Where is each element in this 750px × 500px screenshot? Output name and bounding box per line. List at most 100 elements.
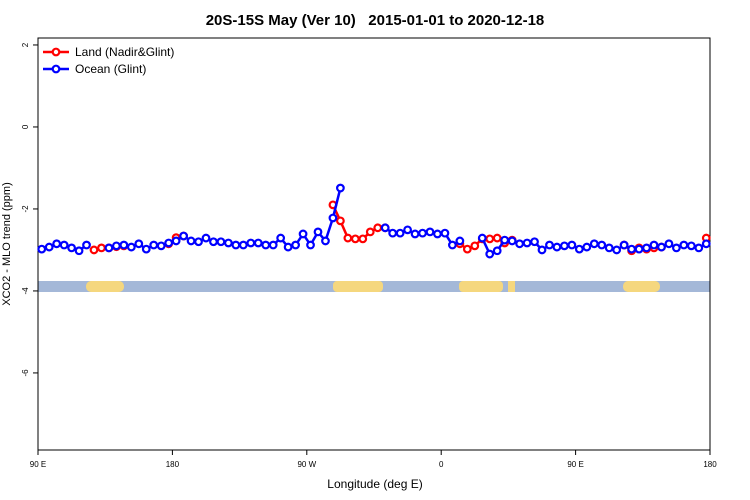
data-point	[604, 243, 614, 253]
data-point	[283, 242, 293, 252]
y-tick-label: 2	[21, 42, 30, 47]
data-point	[455, 236, 465, 246]
data-point	[701, 239, 711, 249]
land-mask	[38, 281, 710, 292]
data-point	[582, 242, 592, 252]
data-point	[365, 227, 375, 237]
data-point	[410, 229, 420, 239]
data-point	[462, 244, 472, 254]
x-tick-label: 180	[166, 460, 180, 469]
data-point	[619, 240, 629, 250]
y-axis-label: XCO2 - MLO trend (ppm)	[1, 182, 13, 305]
data-point	[141, 244, 151, 254]
data-point	[111, 241, 121, 251]
land-patch	[623, 281, 660, 292]
data-point	[530, 237, 539, 247]
data-point	[545, 240, 554, 250]
data-point	[291, 240, 301, 250]
data-point	[664, 239, 674, 249]
x-axis-label: Longitude (deg E)	[327, 477, 422, 491]
data-point	[89, 245, 99, 255]
data-point	[261, 240, 271, 250]
data-point	[642, 243, 651, 253]
data-point	[380, 223, 390, 233]
x-tick-label: 90 E	[567, 460, 583, 469]
data-point	[201, 233, 211, 243]
data-point	[164, 238, 174, 248]
data-point	[276, 233, 286, 243]
data-point	[82, 240, 91, 250]
data-point	[507, 236, 517, 246]
y-tick-label: 0	[21, 124, 30, 129]
data-point	[358, 234, 368, 244]
data-point	[649, 240, 659, 250]
data-point	[186, 236, 196, 246]
data-point	[388, 228, 398, 238]
data-point	[52, 239, 62, 249]
data-point	[440, 228, 450, 238]
data-point	[321, 236, 330, 246]
data-point	[627, 244, 636, 254]
data-point	[67, 243, 76, 253]
chart-title: 20S-15S May (Ver 10) 2015-01-01 to 2020-…	[206, 12, 545, 29]
x-tick-label: 90 E	[30, 460, 46, 469]
data-point	[574, 244, 584, 254]
data-point	[238, 240, 248, 250]
data-point	[149, 240, 159, 250]
data-point	[492, 246, 502, 256]
legend-marker	[51, 64, 61, 74]
data-point	[492, 233, 502, 243]
data-point	[231, 240, 241, 250]
legend-label: Land (Nadir&Glint)	[75, 45, 174, 59]
data-point	[223, 238, 233, 248]
data-point	[134, 239, 144, 249]
data-point	[612, 245, 622, 255]
data-point	[395, 228, 405, 238]
data-point	[97, 243, 106, 253]
data-point	[418, 228, 427, 238]
data-point	[485, 249, 495, 259]
data-point	[589, 239, 599, 249]
data-point	[425, 227, 435, 237]
data-point	[119, 240, 129, 250]
data-point	[104, 243, 114, 253]
data-point	[328, 213, 338, 223]
data-point	[306, 240, 315, 250]
series	[37, 183, 711, 259]
y-tick-label: -4	[21, 287, 30, 295]
x-tick-label: 0	[439, 460, 444, 469]
data-point	[560, 241, 569, 251]
data-point	[59, 240, 69, 250]
data-point	[672, 243, 681, 253]
data-point	[522, 238, 532, 248]
land-patch	[86, 281, 124, 292]
data-point	[253, 238, 263, 248]
data-point	[679, 240, 689, 250]
data-point	[126, 242, 136, 252]
data-point	[448, 240, 457, 250]
data-point	[194, 237, 203, 247]
data-point	[37, 244, 47, 254]
data-point	[552, 242, 562, 252]
data-point	[246, 238, 256, 248]
data-point	[657, 242, 666, 252]
data-point	[433, 229, 442, 239]
data-point	[336, 216, 345, 226]
x-tick-label: 90 W	[297, 460, 316, 469]
data-point	[350, 234, 360, 244]
series-line	[94, 205, 706, 251]
data-point	[694, 243, 704, 253]
data-point	[179, 231, 189, 241]
data-point	[485, 234, 495, 244]
data-point	[209, 237, 218, 247]
data-point	[74, 246, 84, 256]
data-point	[156, 241, 166, 251]
y-tick-label: -6	[21, 369, 30, 377]
data-point	[686, 241, 696, 251]
data-point	[268, 240, 278, 250]
data-point	[313, 227, 323, 237]
data-point	[500, 235, 510, 245]
data-point	[477, 233, 487, 243]
y-tick-label: -2	[21, 205, 30, 213]
